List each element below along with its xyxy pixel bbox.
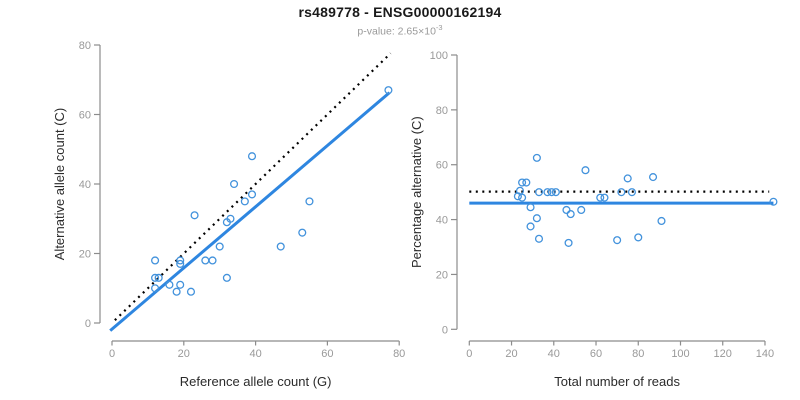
data-point — [532, 214, 541, 223]
data-point — [551, 188, 560, 197]
data-point — [276, 242, 285, 251]
identity-line — [114, 52, 392, 322]
data-point — [526, 203, 535, 212]
x-axis-tick-label: 20 — [505, 348, 517, 360]
data-point — [534, 188, 544, 197]
data-point — [298, 228, 307, 237]
x-axis-tick-label: 80 — [632, 348, 644, 360]
data-point — [648, 173, 658, 182]
data-point — [522, 178, 531, 187]
data-point — [547, 188, 556, 197]
data-point — [215, 242, 224, 251]
data-point — [518, 193, 527, 202]
x-axis-title: Reference allele count (G) — [180, 374, 332, 389]
data-point — [596, 193, 605, 202]
data-point — [176, 280, 185, 289]
x-axis-tick-label: 40 — [249, 348, 261, 360]
data-point — [176, 256, 185, 265]
fit-line — [109, 91, 391, 332]
data-point — [165, 280, 174, 289]
data-point — [613, 236, 622, 245]
data-point — [634, 233, 643, 242]
x-axis-tick-label: 40 — [548, 348, 560, 360]
data-point — [627, 188, 636, 197]
figure-title: rs489778 - ENSG00000162194 — [298, 4, 502, 20]
x-axis-tick-label: 100 — [671, 348, 689, 360]
data-point — [657, 216, 666, 226]
y-axis-tick-label: 40 — [79, 179, 91, 191]
data-point — [577, 205, 586, 215]
right-plot: 0 20 40 60 80 100 120 140 0 20 40 60 80 100 Total numb… — [409, 50, 778, 389]
y-axis-tick-label: 40 — [436, 215, 448, 227]
figure-subtitle: p-value: 2.65×10-3 — [0, 23, 800, 38]
data-point — [151, 273, 160, 282]
data-point — [532, 153, 541, 162]
data-point — [176, 259, 185, 268]
data-point — [566, 210, 575, 219]
data-point — [186, 287, 196, 296]
data-point — [543, 188, 552, 197]
y-axis-tick-label: 80 — [436, 105, 448, 117]
y-axis-title: Percentage alternative (C) — [409, 116, 424, 268]
x-axis-tick-label: 120 — [714, 348, 732, 360]
left-plot: 0 20 40 60 80 0 20 40 60 80 Reference allele count… — [52, 40, 405, 389]
y-axis-tick-label: 100 — [430, 50, 448, 62]
data-point — [222, 218, 231, 227]
y-axis-tick-label: 80 — [79, 40, 91, 52]
data-point — [305, 197, 314, 206]
scatter-plots-canvas: 0 20 40 60 80 0 20 40 60 80 Reference allele count… — [52, 40, 778, 389]
data-point — [247, 190, 257, 199]
data-point — [617, 188, 626, 197]
y-axis-tick-label: 0 — [442, 324, 448, 336]
data-point — [154, 273, 163, 282]
y-axis-title: Alternative allele count (C) — [52, 108, 67, 260]
data-point — [247, 152, 257, 161]
data-point — [151, 256, 160, 265]
data-point — [208, 256, 217, 265]
data-point — [623, 174, 632, 183]
data-point — [172, 287, 181, 296]
data-point — [222, 273, 231, 282]
data-point — [562, 205, 571, 215]
data-point — [581, 166, 590, 175]
pvalue-label: p-value: 2.65×10 — [357, 25, 436, 38]
x-axis-tick-label: 0 — [466, 348, 472, 360]
data-point — [230, 179, 239, 189]
y-axis-tick-label: 0 — [85, 318, 91, 330]
data-point — [534, 234, 544, 243]
x-axis-tick-label: 20 — [178, 348, 190, 360]
x-axis-tick-label: 80 — [393, 348, 405, 360]
y-axis-tick-label: 60 — [79, 110, 91, 122]
x-axis-title: Total number of reads — [554, 374, 680, 389]
y-axis-tick-label: 60 — [436, 160, 448, 172]
data-point — [564, 238, 573, 247]
x-axis-tick-label: 140 — [756, 348, 774, 360]
data-point — [526, 222, 535, 231]
data-point — [384, 86, 393, 95]
data-point — [201, 256, 210, 265]
data-point — [240, 197, 249, 206]
y-axis-tick-label: 20 — [79, 249, 91, 261]
x-axis-tick-label: 60 — [321, 348, 333, 360]
data-point — [151, 284, 160, 293]
data-point — [600, 193, 609, 202]
data-point — [769, 197, 778, 206]
x-axis-tick-label: 0 — [109, 348, 115, 360]
pvalue-exponent: -3 — [435, 23, 443, 32]
data-point — [190, 211, 199, 220]
y-axis-tick-label: 20 — [436, 269, 448, 281]
x-axis-tick-label: 60 — [590, 348, 602, 360]
data-point — [513, 192, 522, 201]
data-point — [518, 178, 527, 187]
